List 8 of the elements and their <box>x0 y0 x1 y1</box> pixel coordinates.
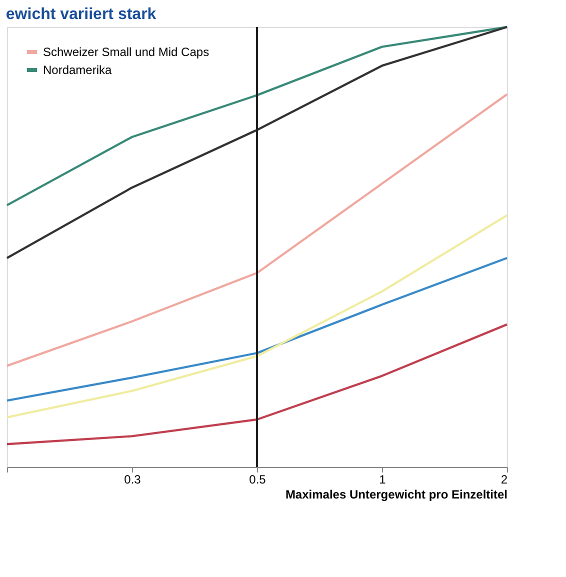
legend-label: Nordamerika <box>43 63 112 77</box>
x-tick-label: 2 <box>500 472 508 486</box>
x-tick-label: 0.5 <box>249 472 266 486</box>
legend-label: Schweizer Small und Mid Caps <box>43 45 210 59</box>
x-tick-label: 0.3 <box>124 472 142 486</box>
chart-title: ewicht variiert stark <box>6 6 156 23</box>
x-tick-label: 1 <box>379 472 386 486</box>
x-axis-title: Maximales Untergewicht pro Einzeltitel <box>285 488 508 502</box>
